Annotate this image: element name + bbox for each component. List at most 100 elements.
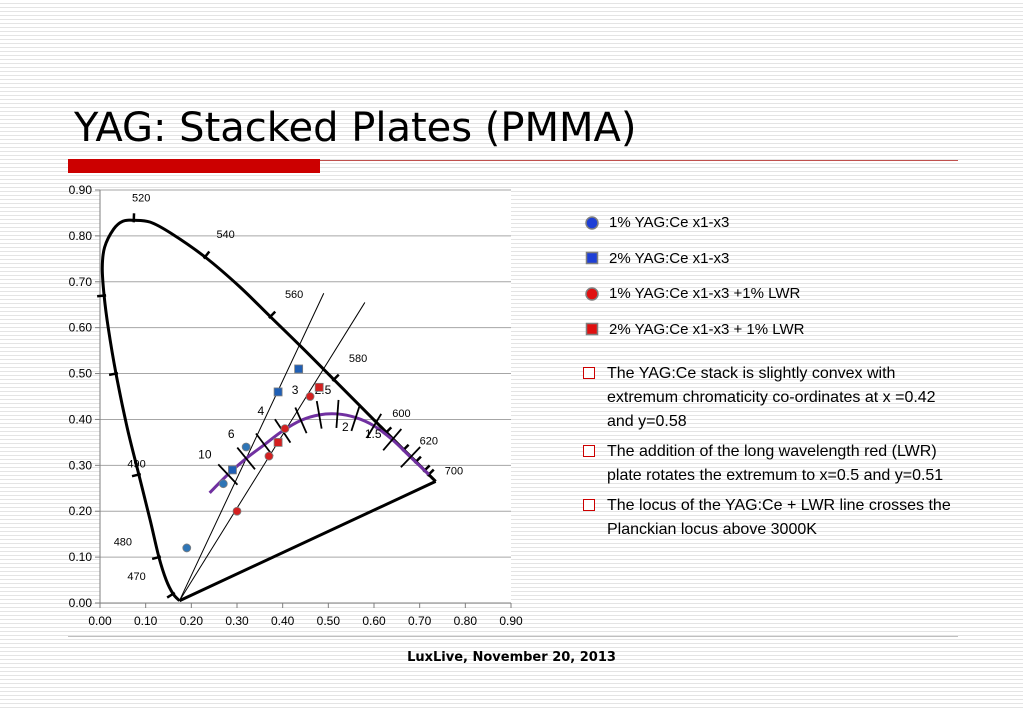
x-tick-label: 0.20 [180,614,204,628]
y-tick-label: 0.60 [69,321,93,335]
x-tick-label: 0.90 [499,614,523,628]
wavelength-label: 540 [216,229,234,241]
y-tick-label: 0.40 [69,412,93,426]
bullet-square-icon [583,445,595,457]
wavelength-label: 480 [114,537,132,549]
curve-tick [400,446,421,468]
data-point-series-2 [228,465,237,475]
bullet-text: The YAG:Ce stack is slightly convex with… [607,365,936,430]
title-rule [68,160,958,161]
data-point-series-3 [280,424,290,434]
data-point-series-3 [264,451,274,461]
bullet-item: The addition of the long wavelength red … [583,440,963,488]
y-tick-label: 0.00 [69,596,93,610]
legend-item: 1% YAG:Ce x1-x3 +1% LWR [583,276,883,312]
curve-tick [315,400,323,429]
wavelength-tick [97,294,107,298]
wavelength-label: 700 [445,466,463,478]
wavelength-tick [166,591,176,599]
wavelength-label: 490 [127,459,145,471]
chart-grid [100,189,511,604]
bullet-square-icon [583,499,595,511]
data-point-series-4 [314,382,324,392]
legend-label: 2% YAG:Ce x1-x3 [609,249,730,267]
x-tick-label: 0.70 [408,614,432,628]
straight-lines [179,293,366,601]
y-tick-label: 0.70 [69,275,93,289]
wavelength-label: 580 [349,353,367,365]
x-tick-label: 0.40 [271,614,295,628]
wavelength-tick [268,310,277,319]
curve-label: 10 [198,447,212,461]
curve-tick [236,447,256,470]
wavelength-tick [108,371,119,377]
reference-line [179,293,325,601]
y-tick-label: 0.90 [69,183,93,197]
chart-axes: 0.00 0.10 0.20 0.30 0.40 0.50 0.60 0.70 0.80 0.90… [69,183,523,628]
y-tick-label: 0.30 [69,458,93,472]
bullet-list: The YAG:Ce stack is slightly convex with… [583,362,963,548]
data-points [182,364,324,553]
legend-item: 2% YAG:Ce x1-x3 + 1% LWR [583,312,883,348]
curve-label: 1.5 [365,427,382,441]
legend-item: 2% YAG:Ce x1-x3 [583,241,883,277]
reference-line [179,302,366,601]
data-point-series-4 [273,437,283,447]
data-point-series-2 [294,364,304,374]
chromaticity-chart: 0.00 0.10 0.20 0.30 0.40 0.50 0.60 0.70 0.80 0.90… [69,183,523,628]
wavelength-tick [151,555,162,561]
y-tick-label: 0.20 [69,504,93,518]
legend-label: 1% YAG:Ce x1-x3 +1% LWR [609,285,801,303]
legend-item: 1% YAG:Ce x1-x3 [583,205,883,241]
plot-area [100,190,511,603]
bullet-item: The locus of the YAG:Ce + LWR line cross… [583,494,963,542]
purple-line [178,480,437,603]
legend-marker-circle-blue [585,216,599,230]
legend-marker-square-red [585,323,599,336]
y-tick-label: 0.50 [69,367,93,381]
data-point-series-2 [273,387,283,397]
curve-label: 4 [258,404,265,418]
wavelength-tick [131,472,142,478]
x-tick-label: 0.50 [317,614,341,628]
data-point-series-1 [241,442,251,452]
footer-rule [68,636,958,637]
wavelength-label: 520 [132,192,150,204]
legend-marker-circle-red [585,287,599,301]
curve-label: 2 [342,420,349,434]
curve-tick [294,407,308,434]
data-point-series-1 [218,479,228,489]
bullet-item: The YAG:Ce stack is slightly convex with… [583,362,963,434]
x-tick-label: 0.10 [134,614,158,628]
x-tick-label: 0.30 [225,614,249,628]
curve-label: 6 [228,427,235,441]
slide-title: YAG: Stacked Plates (PMMA) [74,105,637,151]
footer-text: LuxLive, November 20, 2013 [407,650,616,665]
wavelength-tick [331,373,340,382]
x-tick-label: 0.00 [88,614,112,628]
wavelength-tick [202,250,211,260]
legend-label: 2% YAG:Ce x1-x3 + 1% LWR [609,320,805,338]
data-point-series-3 [232,506,242,516]
bullet-text: The locus of the YAG:Ce + LWR line cross… [607,497,951,538]
curve-tick [217,463,239,486]
wavelength-label: 620 [420,436,438,448]
legend-label: 1% YAG:Ce x1-x3 [609,214,730,232]
yag-curve [208,399,430,494]
wavelength-label: 600 [392,408,410,420]
x-tick-label: 0.60 [362,614,386,628]
data-point-series-1 [182,543,192,553]
bullet-text: The addition of the long wavelength red … [607,443,944,484]
wavelength-label: 560 [285,289,303,301]
curve-tick [382,428,403,451]
bullet-square-icon [583,367,595,379]
curve-tick [350,404,361,432]
chart-legend: 1% YAG:Ce x1-x3 2% YAG:Ce x1-x3 1% YAG:C… [583,205,883,347]
legend-marker-square-blue [585,252,599,265]
data-point-series-3 [305,392,315,401]
x-tick-label: 0.80 [454,614,478,628]
curve-tick [335,399,340,428]
y-tick-label: 0.80 [69,229,93,243]
curve-tick [366,413,382,439]
chart-labels: 470480490520540560580600620700106432.521… [114,192,463,583]
